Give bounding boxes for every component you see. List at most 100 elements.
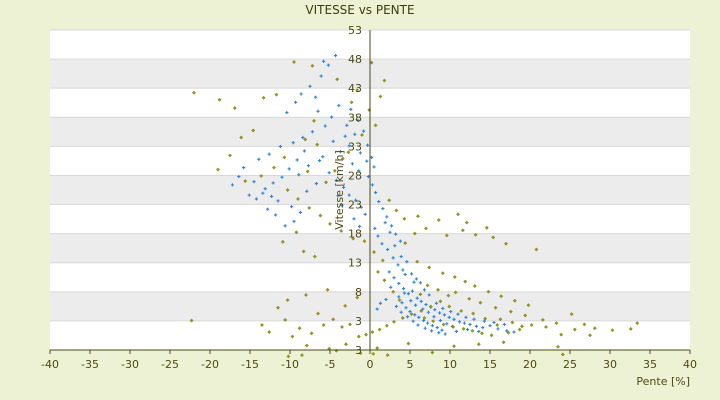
data-point: [382, 278, 387, 283]
data-point: [588, 333, 592, 338]
data-point: [400, 316, 405, 320]
data-point: [572, 327, 577, 332]
data-point: [463, 279, 468, 284]
x-tick-label: -35: [81, 358, 99, 371]
data-point: [446, 293, 451, 298]
data-point: [340, 203, 344, 207]
data-point: [324, 180, 328, 185]
x-tick-label: -30: [121, 358, 139, 371]
data-point: [452, 317, 456, 321]
data-point: [297, 326, 302, 331]
data-point: [339, 229, 344, 233]
data-point: [292, 219, 296, 223]
data-point: [189, 318, 194, 323]
data-point: [505, 329, 509, 333]
data-point: [347, 144, 351, 148]
y-tick-label: 48: [348, 53, 362, 66]
data-point: [428, 304, 433, 309]
data-point: [534, 247, 539, 252]
data-point: [267, 330, 272, 334]
data-point: [510, 320, 515, 325]
data-point: [493, 305, 498, 310]
data-point: [508, 309, 513, 314]
data-point: [385, 215, 389, 219]
data-point: [426, 310, 430, 314]
data-point: [435, 326, 439, 330]
x-tick-label: -40: [41, 358, 59, 371]
data-point: [274, 213, 278, 217]
data-point: [472, 284, 477, 288]
data-point: [294, 100, 298, 104]
data-point: [452, 344, 456, 349]
y-tick-label: 8: [355, 286, 362, 299]
data-point: [501, 340, 506, 345]
data-point: [351, 236, 356, 241]
data-point: [427, 293, 431, 297]
data-point: [372, 250, 376, 254]
data-point: [242, 166, 246, 170]
data-point: [356, 334, 361, 339]
data-point: [393, 244, 397, 248]
data-point: [440, 328, 444, 332]
data-point: [471, 311, 476, 316]
data-point: [380, 258, 385, 263]
data-point: [456, 312, 460, 316]
data-point: [270, 194, 274, 198]
data-point: [370, 155, 374, 159]
data-point: [452, 275, 457, 279]
data-point: [373, 226, 377, 230]
data-point: [331, 317, 336, 322]
data-point: [274, 92, 279, 97]
data-point: [422, 316, 427, 320]
data-point: [381, 206, 385, 211]
data-point: [285, 188, 290, 192]
data-point: [392, 276, 396, 280]
data-point: [285, 298, 290, 302]
data-point: [418, 281, 422, 285]
data-point: [466, 327, 470, 332]
data-point: [282, 155, 287, 160]
data-point: [337, 103, 341, 108]
data-point: [472, 317, 476, 321]
data-point: [419, 309, 424, 313]
data-point: [425, 283, 430, 288]
data-point: [406, 341, 411, 346]
data-point: [438, 299, 443, 304]
data-point: [301, 135, 305, 140]
data-point: [499, 294, 504, 299]
data-point: [374, 190, 378, 195]
data-point: [257, 157, 261, 161]
y-tick-label: 13: [348, 257, 362, 270]
data-point: [364, 332, 368, 337]
data-point: [476, 342, 481, 347]
data-point: [460, 228, 465, 233]
data-point: [402, 291, 406, 295]
data-point: [415, 259, 420, 264]
data-point: [430, 350, 435, 355]
data-point: [325, 287, 330, 292]
data-point: [346, 150, 351, 155]
data-point: [280, 239, 285, 244]
data-point: [427, 265, 432, 270]
data-point: [506, 330, 511, 335]
data-point: [323, 124, 327, 128]
data-point: [338, 150, 342, 154]
y-tick-label: 23: [348, 199, 362, 212]
data-point: [474, 324, 478, 328]
y-axis-label: Vitesse [km/h]: [333, 150, 346, 230]
data-point: [312, 118, 316, 123]
data-point: [411, 319, 415, 323]
data-point: [312, 254, 317, 259]
data-point: [442, 313, 446, 317]
y-tick-label: 43: [348, 82, 362, 95]
data-point: [422, 288, 426, 292]
data-point: [397, 298, 402, 302]
data-point: [526, 303, 531, 308]
data-point: [302, 149, 306, 153]
data-point: [261, 95, 266, 100]
data-point: [554, 321, 559, 326]
data-point: [261, 191, 265, 195]
data-point: [300, 353, 304, 358]
